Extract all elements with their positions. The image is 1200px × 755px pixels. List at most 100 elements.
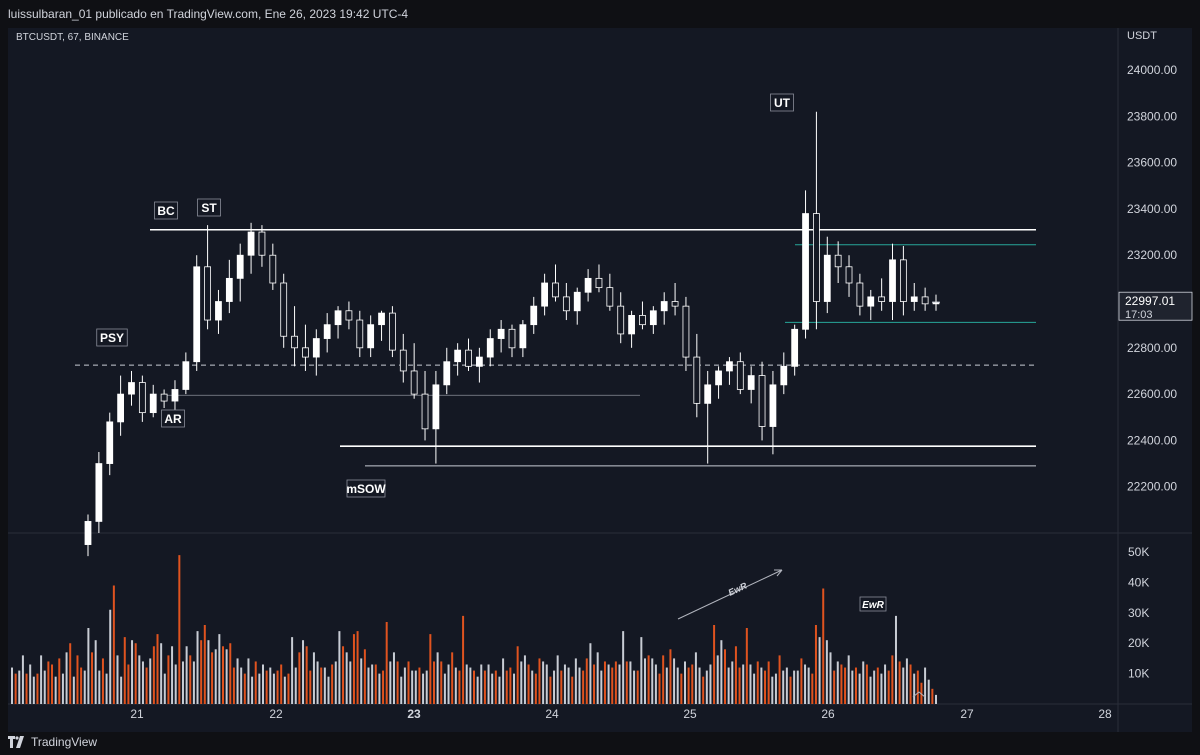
annotation-label: ST xyxy=(201,201,217,215)
candle-body xyxy=(323,324,331,339)
candle-body xyxy=(562,296,570,312)
candle-body xyxy=(584,277,592,293)
annotation-label: mSOW xyxy=(346,482,386,496)
last-price-label: 22997.01 xyxy=(1125,294,1175,308)
candle-body xyxy=(95,463,103,522)
candle-body xyxy=(367,324,375,349)
candle-body xyxy=(291,335,298,349)
candle-body xyxy=(530,305,538,326)
annotation-box xyxy=(859,596,887,612)
candle-body xyxy=(160,393,168,402)
candle-body xyxy=(628,315,635,335)
candle-body xyxy=(149,393,157,414)
candle-body xyxy=(106,421,114,464)
candle-body xyxy=(878,296,886,302)
candle-body xyxy=(312,338,320,358)
ewr-arrow-head xyxy=(774,569,783,577)
candle-body xyxy=(225,277,233,302)
candle-body xyxy=(247,231,255,256)
publisher-line: luissulbaran_01 publicado en TradingView… xyxy=(8,7,409,21)
candle-body xyxy=(171,389,179,402)
candle-body xyxy=(573,291,581,312)
candle-body xyxy=(889,259,896,302)
price-tick-label: 22800.00 xyxy=(1127,341,1177,355)
candle-body xyxy=(258,231,266,256)
annotation-label: BC xyxy=(157,204,175,218)
price-tick-label: 23800.00 xyxy=(1127,109,1177,123)
candle-body xyxy=(508,328,516,349)
annotation-box xyxy=(770,93,794,112)
volume-tick-label: 50K xyxy=(1128,545,1149,559)
candle-body xyxy=(693,356,701,404)
candle-body xyxy=(389,312,396,351)
price-tick-label: 22200.00 xyxy=(1127,480,1177,494)
candle-body xyxy=(769,384,777,427)
candle-body xyxy=(269,254,277,284)
candle-body xyxy=(84,521,92,545)
tradingview-brand[interactable]: TradingView xyxy=(8,735,97,749)
candle-body xyxy=(823,254,831,302)
volume-tick-label: 10K xyxy=(1128,667,1149,681)
annotation-box xyxy=(154,201,178,220)
candle-body xyxy=(617,305,625,335)
candle-body xyxy=(682,305,690,358)
candle-body xyxy=(726,361,733,372)
candle-body xyxy=(421,393,429,430)
chart-frame xyxy=(8,28,1192,732)
candle-body xyxy=(519,324,527,349)
candle-body xyxy=(138,382,146,414)
candle-body xyxy=(334,310,342,326)
price-tick-label: 22400.00 xyxy=(1127,433,1177,447)
candle-body xyxy=(867,296,875,307)
candle-body xyxy=(910,296,918,302)
candle-body xyxy=(345,310,353,321)
small-arrow-icon xyxy=(912,691,926,698)
price-tick-label: 23400.00 xyxy=(1127,202,1177,216)
candle-body xyxy=(443,361,451,386)
candle-body xyxy=(302,347,309,358)
annotation-box xyxy=(346,479,386,498)
candle-body xyxy=(813,213,820,302)
footer-bar xyxy=(0,732,1200,755)
candle-body xyxy=(791,328,799,367)
price-axis-currency: USDT xyxy=(1127,30,1157,42)
candle-body xyxy=(215,301,222,321)
candle-body xyxy=(541,282,549,307)
time-tick-label: 27 xyxy=(960,707,974,721)
time-tick-label: 26 xyxy=(821,707,835,721)
candle-body xyxy=(454,349,462,363)
ewr-label: EwR xyxy=(727,580,749,598)
candle-body xyxy=(117,393,125,423)
annotation-box xyxy=(197,198,221,217)
annotation-label: UT xyxy=(774,96,791,110)
candle-body xyxy=(802,213,809,330)
tradingview-logo-icon xyxy=(8,736,24,748)
time-tick-label: 24 xyxy=(545,707,559,721)
candle-body xyxy=(475,356,483,367)
candle-body xyxy=(204,266,211,321)
brand-label: TradingView xyxy=(31,735,98,749)
candle-body xyxy=(552,282,559,298)
candle-body xyxy=(660,301,668,312)
candle-body xyxy=(280,282,288,337)
candle-body xyxy=(465,349,472,367)
candle-body xyxy=(758,375,766,427)
candle-body xyxy=(497,328,505,339)
candle-body xyxy=(856,282,864,307)
candle-body xyxy=(736,361,744,390)
price-tick-label: 23200.00 xyxy=(1127,248,1177,262)
candle-body xyxy=(704,384,712,404)
symbol-line: BTCUSDT, 67, BINANCE xyxy=(16,32,129,43)
time-tick-label: 25 xyxy=(683,707,697,721)
candle-body xyxy=(747,375,755,390)
candle-body xyxy=(780,365,788,386)
candle-body xyxy=(715,370,722,386)
candle-body xyxy=(606,287,614,307)
time-tick-label: 22 xyxy=(269,707,283,721)
candle-body xyxy=(410,370,418,395)
candle-body xyxy=(128,382,135,395)
time-tick-label: 28 xyxy=(1098,707,1112,721)
candle-body xyxy=(182,361,190,390)
last-price-box xyxy=(1118,291,1193,321)
